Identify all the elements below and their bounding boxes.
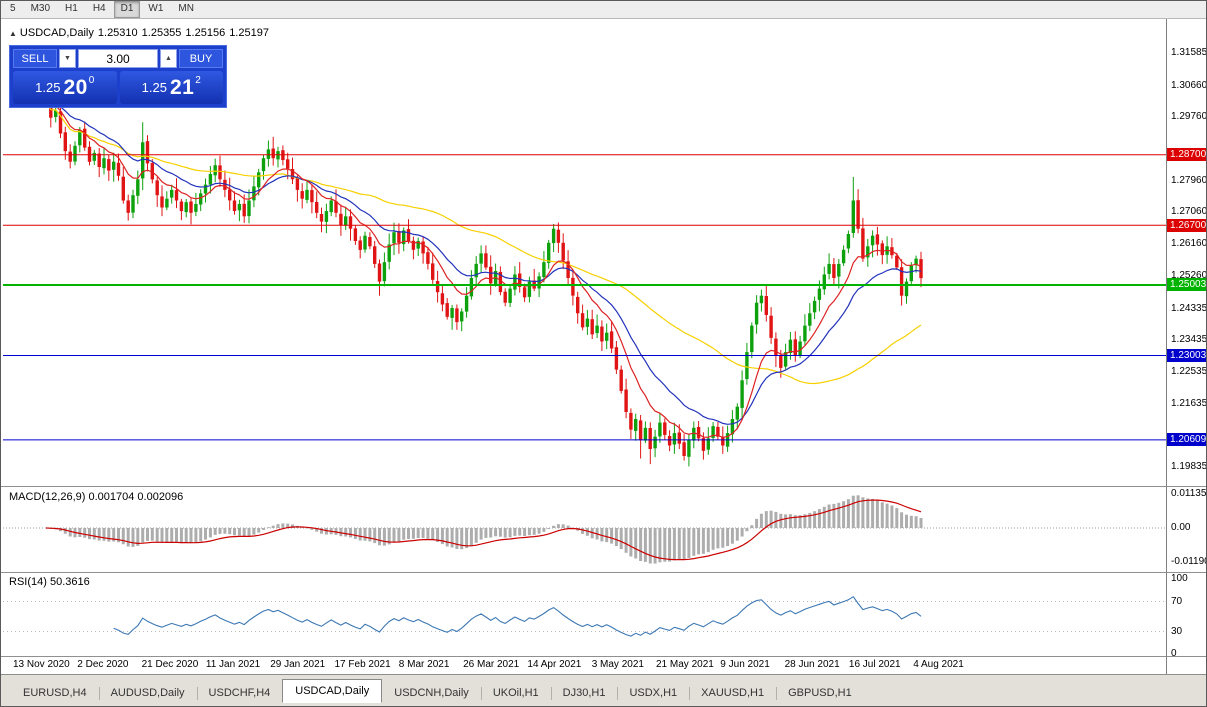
price-axis-tick: 1.30660: [1171, 79, 1207, 91]
date-axis-label: 14 Apr 2021: [527, 659, 582, 670]
chart-tab-gbpusd-h1[interactable]: GBPUSD,H1: [776, 684, 864, 703]
timeframe-button-d1[interactable]: D1: [113, 1, 141, 18]
timeframe-toolbar: 5 M30 H1 H4 D1 W1 MN: [1, 1, 1206, 19]
macd-indicator-label: MACD(12,26,9) 0.001704 0.002096: [9, 491, 184, 503]
ohlc-low-value: 1.25156: [185, 27, 226, 39]
chart-tab-usdcnh-daily[interactable]: USDCNH,Daily: [394, 687, 469, 699]
price-level-badge: 1.25003: [1167, 278, 1206, 292]
sell-price-pips: 20: [63, 75, 88, 99]
timeframe-button-mn[interactable]: MN: [178, 3, 194, 14]
date-axis-label: 16 Jul 2021: [848, 659, 901, 670]
spinner-up-icon: ▲: [165, 55, 172, 62]
timeframe-button-w1[interactable]: W1: [148, 3, 164, 14]
buy-price-pips: 21: [169, 75, 195, 99]
date-axis-label: 21 Dec 2020: [141, 659, 199, 670]
date-axis-label: 26 Mar 2021: [463, 659, 520, 670]
collapse-triangle-icon[interactable]: ▲: [9, 29, 17, 38]
price-axis-tick: 1.24335: [1171, 302, 1207, 314]
price-axis-tick: 1.26160: [1171, 238, 1207, 250]
date-axis-label: 4 Aug 2021: [913, 659, 964, 670]
ohlc-high-value: 1.25355: [141, 27, 182, 39]
lot-increase-spinner[interactable]: ▲: [160, 49, 177, 68]
date-axis-label: 9 Jun 2021: [720, 659, 770, 670]
timeframe-button-5[interactable]: 5: [10, 3, 16, 14]
timeframe-button-h1[interactable]: H1: [65, 3, 78, 14]
price-axis-tick: 1.25260: [1171, 269, 1207, 281]
ohlc-open-value: 1.25310: [97, 27, 138, 39]
date-axis-label: 21 May 2021: [656, 659, 714, 670]
price-level-badge: 1.28700: [1167, 148, 1206, 162]
date-axis-label: 3 May 2021: [591, 659, 644, 670]
price-axis-tick: 1.27960: [1171, 174, 1207, 186]
price-axis-tick: 1.22535: [1171, 365, 1207, 377]
date-axis-label: 2 Dec 2020: [77, 659, 129, 670]
price-level-badge: 1.23003: [1167, 348, 1206, 362]
sell-price-fraction: 0: [88, 75, 95, 86]
date-axis-label: 13 Nov 2020: [13, 659, 70, 670]
chart-tab-audusd-daily[interactable]: AUDUSD,Daily: [98, 684, 197, 703]
spinner-down-icon: ▼: [64, 55, 71, 62]
chart-tab-xauusd-h1[interactable]: XAUUSD,H1: [689, 684, 776, 703]
chart-tab-usdcad-daily[interactable]: USDCAD,Daily: [282, 679, 383, 703]
price-axis-tick: 1.29760: [1171, 111, 1207, 123]
lot-size-input[interactable]: [78, 49, 158, 68]
date-axis-label: 8 Mar 2021: [398, 659, 450, 670]
date-axis-label: 11 Jan 2021: [205, 659, 261, 670]
rsi-indicator-label: RSI(14) 50.3616: [9, 576, 90, 588]
one-click-trading-panel: SELL ▼ ▲ BUY 1.25 20 0 1.25 21 2: [9, 45, 227, 108]
macd-axis-tick: 0.01135: [1171, 488, 1207, 499]
price-axis-tick: 1.21635: [1171, 397, 1207, 409]
ohlc-close-value: 1.25197: [229, 27, 269, 39]
chart-symbol-label: USDCAD,Daily: [19, 27, 94, 39]
rsi-axis-tick: 70: [1171, 595, 1183, 607]
price-level-badge: 1.26700: [1167, 218, 1206, 232]
chart-tab-ukoil-h1[interactable]: UKOil,H1: [480, 684, 551, 703]
date-axis-label: 28 Jun 2021: [784, 659, 840, 670]
sell-price-button[interactable]: 1.25 20 0: [13, 71, 117, 104]
timeframe-button-h4[interactable]: H4: [92, 3, 106, 14]
macd-axis-tick: 0.00: [1171, 522, 1191, 533]
chart-tab-bar: EURUSD,H4 AUDUSD,Daily USDCHF,H4 USDCAD,Dai…: [1, 674, 1206, 706]
price-axis-tick: 1.31585: [1171, 46, 1207, 58]
sell-price-main: 1.25: [35, 80, 61, 95]
candlestick-chart-canvas[interactable]: [1, 1, 1207, 674]
buy-price-main: 1.25: [141, 80, 167, 95]
rsi-axis-tick: 100: [1171, 573, 1188, 584]
timeframe-button-m30[interactable]: M30: [30, 3, 51, 14]
price-axis-tick: 1.19835: [1171, 461, 1207, 473]
chart-tab-eurusd-h4[interactable]: EURUSD,H4: [23, 687, 87, 699]
rsi-axis-tick: 0: [1171, 648, 1177, 659]
rsi-axis-tick: 30: [1171, 625, 1183, 637]
price-axis-tick: 1.27060: [1171, 206, 1207, 218]
date-axis-label: 17 Feb 2021: [334, 659, 391, 670]
buy-price-fraction: 2: [195, 75, 201, 86]
chart-ohlc-title: ▲ USDCAD,Daily 1.25310 1.25355 1.25156 1.2519…: [9, 27, 273, 39]
chart-tab-dj30-h1[interactable]: DJ30,H1: [550, 684, 618, 703]
chart-tab-usdx-h1[interactable]: USDX,H1: [617, 684, 689, 703]
macd-axis-tick: -0.01190: [1171, 556, 1207, 567]
buy-button[interactable]: BUY: [179, 49, 223, 68]
chart-tab-usdchf-h4[interactable]: USDCHF,H4: [196, 684, 283, 703]
buy-price-button[interactable]: 1.25 21 2: [119, 71, 223, 104]
date-axis-label: 29 Jan 2021: [270, 659, 326, 670]
lot-decrease-spinner[interactable]: ▼: [59, 49, 76, 68]
price-level-badge: 1.20609: [1167, 433, 1206, 447]
price-axis-tick: 1.23435: [1171, 334, 1207, 346]
sell-button[interactable]: SELL: [13, 49, 57, 68]
